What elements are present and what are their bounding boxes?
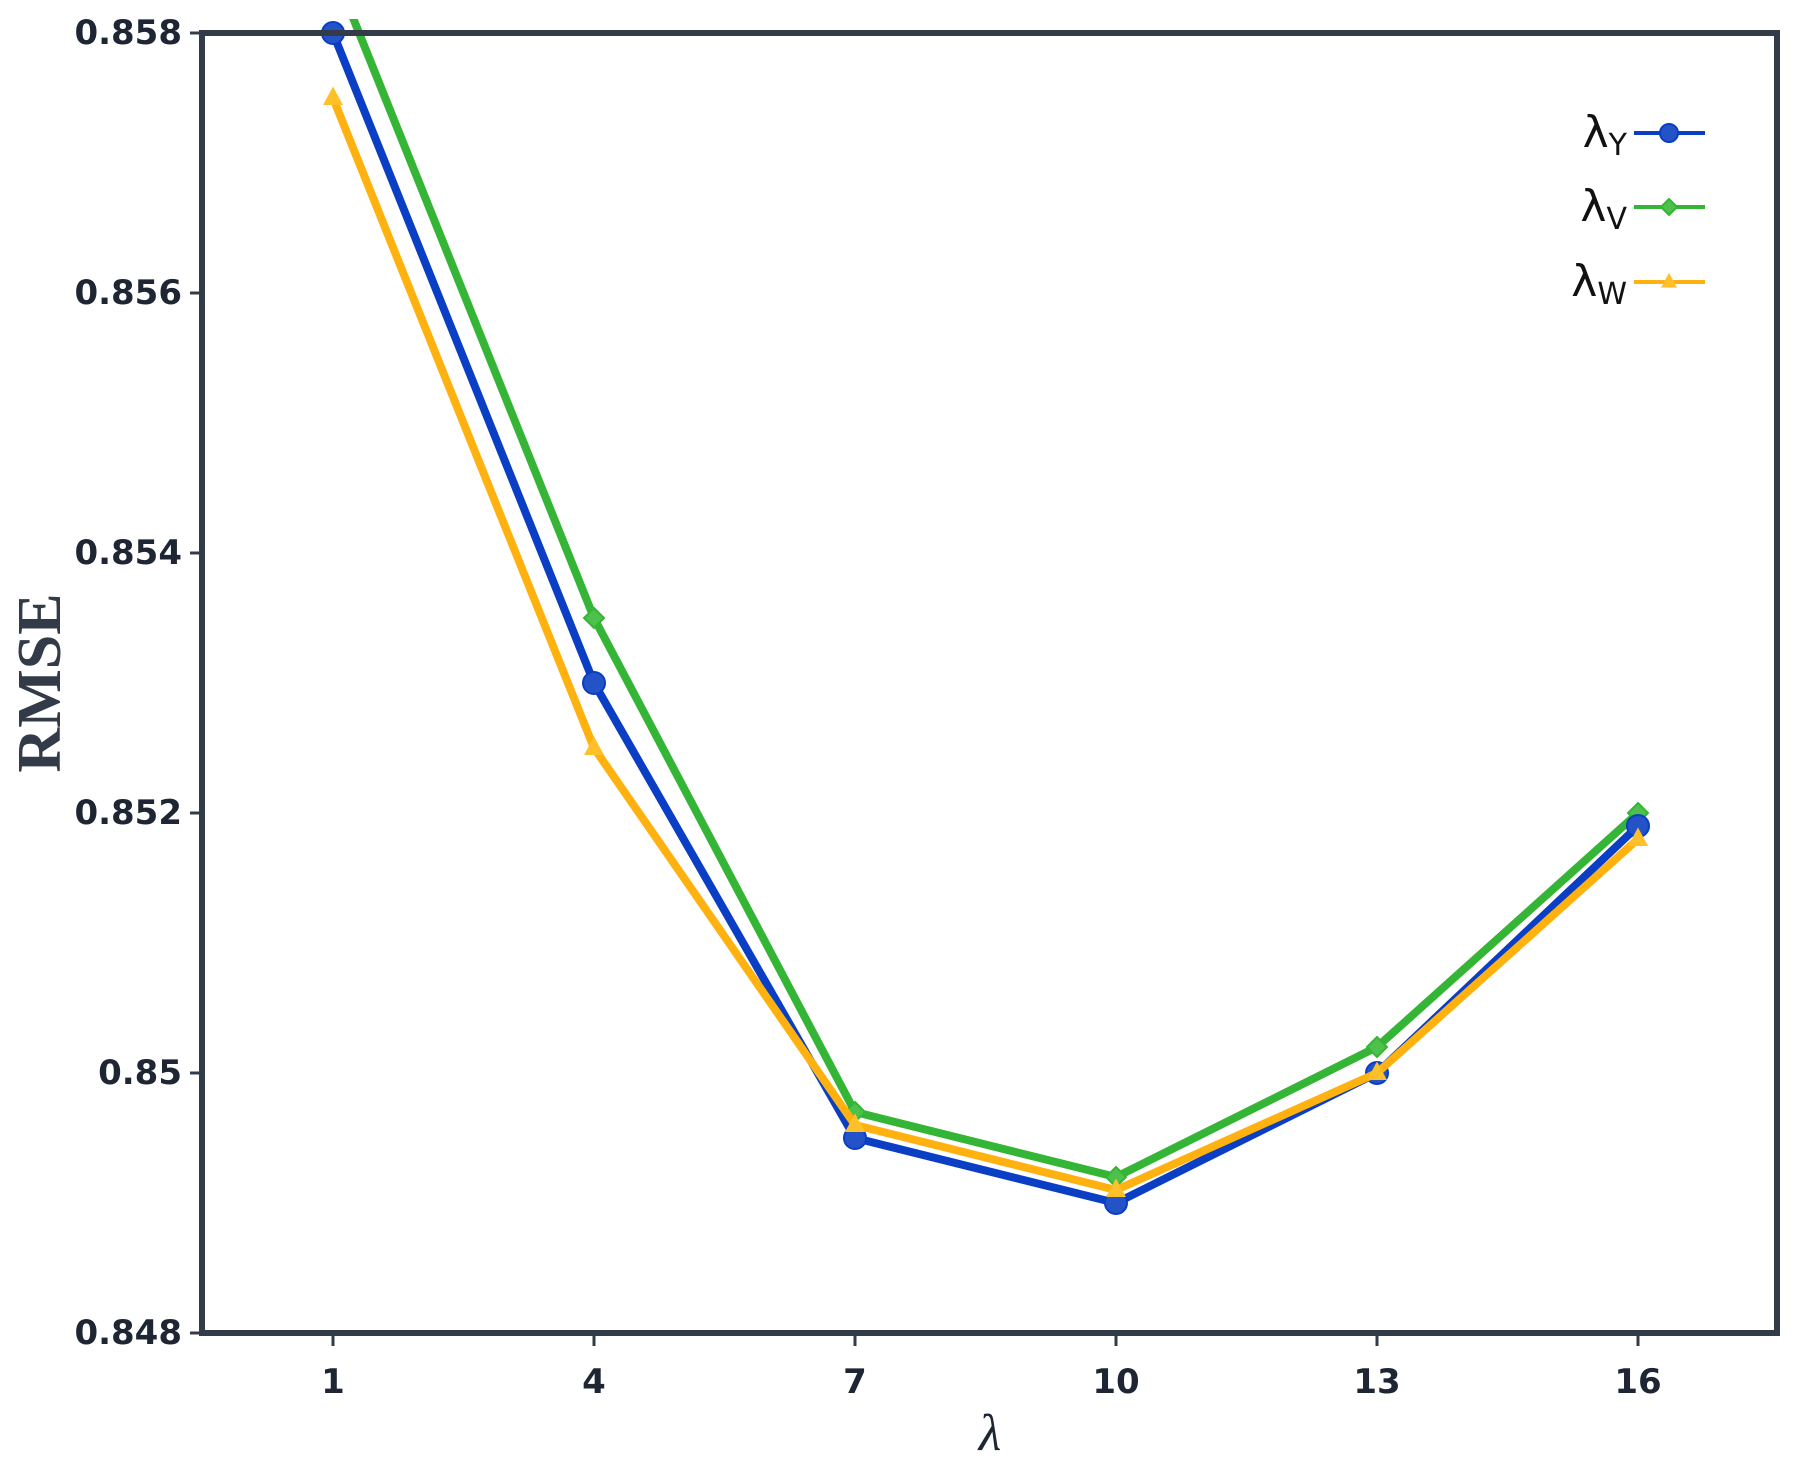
x-tick-label: 1 [321, 1362, 345, 1402]
x-tick-label: 13 [1353, 1362, 1400, 1402]
legend: λY λV λW [1571, 107, 1705, 312]
x-tick-label: 10 [1092, 1362, 1139, 1402]
diamond-marker [1365, 1035, 1389, 1059]
y-tick-label: 0.852 [74, 793, 182, 833]
x-tick-label: 4 [582, 1362, 606, 1402]
triangle-marker [323, 86, 343, 105]
triangle-marker [584, 736, 604, 755]
legend-label: λV [1580, 181, 1627, 237]
legend-label: λW [1571, 256, 1627, 312]
y-axis: 0.858 0.856 0.854 0.852 0.85 0.848 [74, 13, 202, 1353]
legend-item-v: λV [1580, 181, 1705, 237]
series-line [329, 96, 1641, 1194]
circle-marker [1659, 123, 1679, 143]
legend-item-y: λY [1583, 107, 1705, 163]
triangle-marker [1628, 827, 1648, 846]
x-axis: 1 4 7 10 13 16 [321, 1333, 1662, 1402]
y-axis-title: RMSE [6, 593, 74, 772]
circle-marker [582, 671, 606, 695]
x-tick-label: 16 [1614, 1362, 1661, 1402]
y-tick-label: 0.856 [74, 273, 182, 313]
triangle-marker [1661, 272, 1677, 288]
diamond-marker [1659, 197, 1679, 217]
triangle-marker [1367, 1061, 1387, 1080]
y-tick-label: 0.854 [74, 533, 182, 573]
series-line [329, 31, 1641, 1207]
series-w [323, 86, 1648, 1197]
triangle-marker [1106, 1178, 1126, 1197]
series-y [321, 21, 1650, 1215]
plot-frame [199, 30, 1780, 1336]
y-tick-label: 0.85 [98, 1053, 182, 1093]
y-tick-label: 0.848 [74, 1313, 182, 1353]
series-layer [321, 19, 1650, 1215]
triangle-marker [845, 1113, 865, 1132]
x-tick-label: 7 [843, 1362, 867, 1402]
x-axis-title: λ [977, 1405, 1002, 1462]
legend-label: λY [1583, 107, 1628, 163]
series-line [349, 19, 1641, 1181]
y-tick-label: 0.858 [74, 13, 182, 53]
diamond-marker [582, 606, 606, 630]
legend-item-w: λW [1571, 256, 1705, 312]
